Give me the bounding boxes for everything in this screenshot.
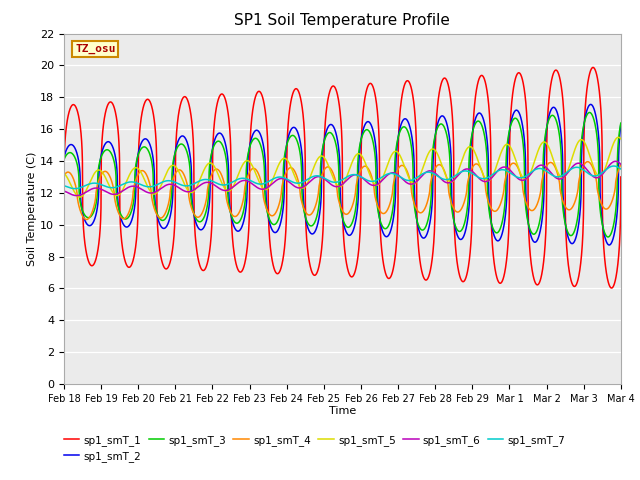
sp1_smT_5	[397, 154, 404, 160]
sp1_smT_1	[60, 182, 68, 188]
Line: sp1_smT_2: sp1_smT_2	[64, 105, 621, 245]
sp1_smT_4	[617, 162, 625, 168]
sp1_smT_5	[216, 175, 223, 181]
sp1_smT_3	[586, 109, 593, 115]
sp1_smT_2	[179, 133, 187, 139]
sp1_smT_2	[587, 102, 595, 108]
sp1_smT_5	[564, 167, 572, 173]
Y-axis label: Soil Temperature (C): Soil Temperature (C)	[28, 152, 37, 266]
sp1_smT_3	[397, 127, 404, 133]
sp1_smT_2	[60, 155, 68, 160]
sp1_smT_3	[604, 234, 612, 240]
sp1_smT_4	[397, 163, 404, 168]
sp1_smT_6	[564, 169, 572, 175]
Line: sp1_smT_5: sp1_smT_5	[64, 137, 621, 197]
sp1_smT_1	[617, 207, 625, 213]
sp1_smT_5	[406, 178, 414, 184]
sp1_smT_5	[180, 179, 188, 185]
sp1_smT_4	[60, 173, 68, 179]
sp1_smT_6	[612, 158, 620, 164]
Line: sp1_smT_3: sp1_smT_3	[64, 112, 621, 237]
sp1_smT_6	[73, 193, 81, 199]
sp1_smT_7	[216, 181, 223, 187]
sp1_smT_6	[216, 186, 223, 192]
sp1_smT_3	[179, 142, 187, 148]
sp1_smT_1	[397, 103, 404, 109]
sp1_smT_7	[60, 183, 68, 189]
sp1_smT_4	[564, 207, 572, 213]
sp1_smT_6	[180, 188, 188, 193]
Text: TZ_osu: TZ_osu	[75, 44, 116, 54]
Title: SP1 Soil Temperature Profile: SP1 Soil Temperature Profile	[234, 13, 451, 28]
sp1_smT_2	[617, 123, 625, 129]
sp1_smT_7	[397, 174, 404, 180]
sp1_smT_5	[614, 134, 622, 140]
sp1_smT_4	[584, 159, 591, 165]
sp1_smT_2	[406, 126, 414, 132]
sp1_smT_7	[406, 178, 414, 183]
X-axis label: Time: Time	[329, 407, 356, 417]
sp1_smT_1	[589, 65, 596, 71]
sp1_smT_2	[605, 242, 613, 248]
sp1_smT_6	[406, 181, 414, 187]
Line: sp1_smT_4: sp1_smT_4	[64, 162, 621, 219]
sp1_smT_3	[617, 121, 625, 127]
sp1_smT_5	[617, 136, 625, 142]
sp1_smT_2	[617, 122, 625, 128]
sp1_smT_4	[180, 171, 188, 177]
sp1_smT_4	[83, 216, 90, 222]
sp1_smT_2	[216, 130, 223, 136]
sp1_smT_1	[617, 174, 625, 180]
sp1_smT_1	[607, 285, 615, 291]
Line: sp1_smT_7: sp1_smT_7	[64, 166, 621, 189]
sp1_smT_3	[564, 229, 572, 235]
sp1_smT_7	[617, 166, 625, 172]
Line: sp1_smT_6: sp1_smT_6	[64, 161, 621, 196]
sp1_smT_2	[397, 123, 404, 129]
sp1_smT_7	[564, 168, 572, 174]
sp1_smT_5	[76, 194, 84, 200]
sp1_smT_1	[179, 95, 187, 100]
sp1_smT_3	[216, 139, 223, 144]
sp1_smT_6	[617, 161, 625, 167]
sp1_smT_5	[617, 136, 625, 142]
Legend: sp1_smT_1, sp1_smT_2, sp1_smT_3, sp1_smT_4, sp1_smT_5, sp1_smT_6, sp1_smT_7: sp1_smT_1, sp1_smT_2, sp1_smT_3, sp1_smT…	[64, 435, 565, 462]
sp1_smT_7	[610, 163, 618, 169]
sp1_smT_3	[617, 120, 625, 126]
sp1_smT_4	[216, 168, 223, 174]
sp1_smT_3	[60, 156, 68, 162]
sp1_smT_7	[71, 186, 79, 192]
sp1_smT_1	[216, 94, 223, 99]
sp1_smT_5	[60, 170, 68, 176]
sp1_smT_3	[406, 138, 414, 144]
sp1_smT_7	[617, 166, 625, 172]
sp1_smT_6	[60, 188, 68, 194]
sp1_smT_4	[617, 162, 625, 168]
sp1_smT_2	[564, 234, 572, 240]
sp1_smT_7	[180, 183, 188, 189]
sp1_smT_4	[406, 180, 414, 186]
sp1_smT_1	[564, 258, 572, 264]
Line: sp1_smT_1: sp1_smT_1	[64, 68, 621, 288]
sp1_smT_6	[397, 174, 404, 180]
sp1_smT_6	[617, 161, 625, 167]
sp1_smT_1	[406, 82, 414, 88]
